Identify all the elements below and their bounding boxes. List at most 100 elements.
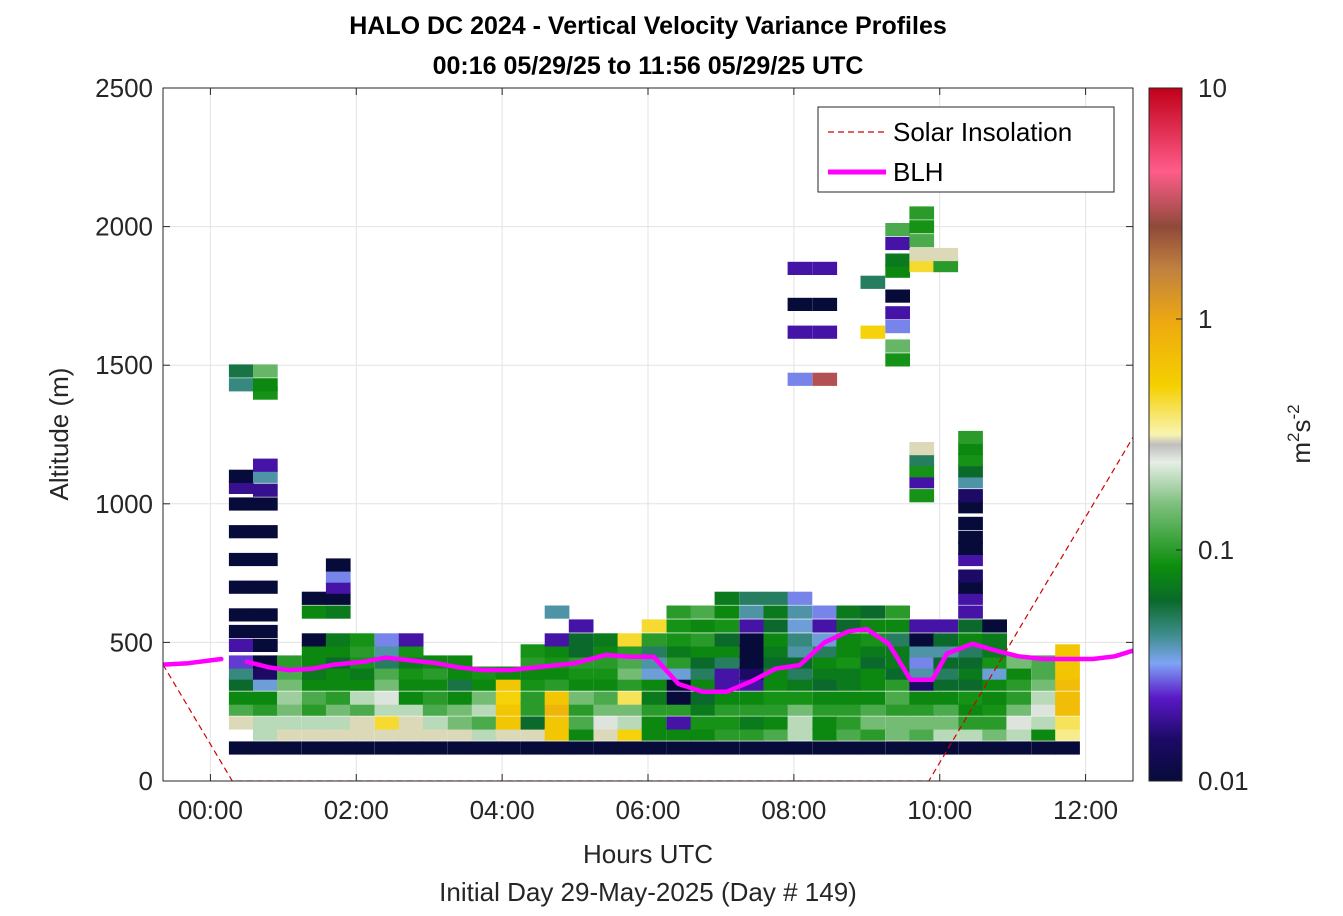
variance-cell: [253, 364, 278, 378]
variance-cell: [836, 727, 862, 741]
variance-cell: [253, 483, 278, 497]
variance-cell: [763, 702, 789, 716]
variance-cell: [350, 666, 375, 680]
variance-cell: [885, 619, 910, 633]
variance-cell: [1055, 727, 1080, 741]
variance-cell: [641, 727, 667, 741]
variance-cell: [714, 644, 740, 658]
variance-cell: [301, 591, 327, 605]
variance-cell: [325, 633, 351, 647]
x-axis-label: Hours UTC: [583, 839, 713, 869]
variance-cell: [812, 297, 838, 311]
variance-cell: [398, 741, 424, 755]
variance-cell: [228, 497, 254, 511]
variance-cell: [885, 716, 910, 730]
variance-cell: [739, 591, 765, 605]
variance-cell: [495, 677, 521, 691]
variance-cell: [885, 633, 910, 647]
variance-cell: [860, 727, 886, 741]
variance-cell: [228, 580, 254, 594]
variance-cell: [568, 727, 594, 741]
variance-cell: [739, 741, 765, 755]
colorbar-tick-label: 0.1: [1198, 535, 1234, 565]
variance-cell: [277, 677, 302, 691]
variance-cell: [301, 727, 327, 741]
variance-cell: [544, 633, 570, 647]
variance-cell: [836, 605, 862, 619]
variance-cell: [593, 691, 619, 705]
variance-cell: [690, 727, 716, 741]
variance-cell: [374, 702, 400, 716]
variance-cell: [568, 716, 594, 730]
variance-cell: [787, 372, 813, 386]
variance-cell: [909, 633, 935, 647]
variance-cell: [982, 666, 1007, 680]
variance-cell: [1055, 741, 1080, 755]
variance-cell: [885, 741, 910, 755]
variance-cell: [253, 716, 278, 730]
y-tick-label: 2500: [95, 73, 153, 103]
variance-cell: [568, 644, 594, 658]
variance-cell: [666, 605, 692, 619]
variance-cell: [958, 591, 983, 605]
variance-cell: [1006, 741, 1032, 755]
variance-cell: [253, 525, 278, 539]
y-axis-label: Altitude (m): [44, 368, 74, 501]
chart-title: HALO DC 2024 - Vertical Velocity Varianc…: [349, 12, 947, 40]
variance-cell: [836, 691, 862, 705]
variance-cell: [301, 716, 327, 730]
variance-cell: [398, 677, 424, 691]
variance-cell: [666, 633, 692, 647]
variance-cell: [982, 619, 1007, 633]
variance-cell: [617, 741, 643, 755]
variance-cell: [739, 605, 765, 619]
colorbar-ticks: 0.01 0.1 1 10: [1176, 73, 1249, 796]
variance-cell: [617, 716, 643, 730]
variance-cell: [714, 716, 740, 730]
x-tick-label: 02:00: [324, 795, 389, 825]
variance-cell: [1031, 741, 1056, 755]
variance-cell: [909, 489, 935, 503]
variance-cell: [1031, 691, 1056, 705]
variance-cell: [593, 741, 619, 755]
variance-cell: [544, 727, 570, 741]
variance-cell: [909, 716, 935, 730]
variance-cell: [228, 525, 254, 539]
variance-cell: [812, 325, 838, 339]
variance-cell: [763, 655, 789, 669]
variance-cell: [812, 691, 838, 705]
variance-cell: [228, 378, 254, 392]
variance-cell: [495, 716, 521, 730]
variance-cell: [739, 644, 765, 658]
variance-cell: [325, 677, 351, 691]
variance-cell: [301, 741, 327, 755]
variance-cell: [1031, 702, 1056, 716]
variance-cell: [520, 702, 546, 716]
y-tick-label: 2000: [95, 212, 153, 242]
variance-cell: [787, 677, 813, 691]
variance-cell: [568, 677, 594, 691]
variance-cell: [860, 666, 886, 680]
variance-cell: [398, 644, 424, 658]
legend: Solar Insolation BLH: [817, 106, 1115, 193]
variance-cell: [958, 727, 983, 741]
variance-cell: [787, 644, 813, 658]
variance-cell: [982, 716, 1007, 730]
variance-cell: [641, 633, 667, 647]
x-tick-label: 10:00: [907, 795, 972, 825]
variance-cell: [812, 619, 838, 633]
variance-cell: [495, 741, 521, 755]
variance-cell: [447, 727, 473, 741]
variance-cell: [447, 741, 473, 755]
variance-cell: [787, 261, 813, 275]
variance-cell: [787, 591, 813, 605]
variance-cell: [787, 702, 813, 716]
variance-cell: [253, 469, 278, 483]
variance-cell: [325, 569, 351, 583]
variance-cell: [958, 716, 983, 730]
variance-cell: [763, 716, 789, 730]
variance-cell: [909, 655, 935, 669]
variance-cell: [374, 716, 400, 730]
variance-cell: [641, 666, 667, 680]
variance-cell: [933, 259, 959, 273]
